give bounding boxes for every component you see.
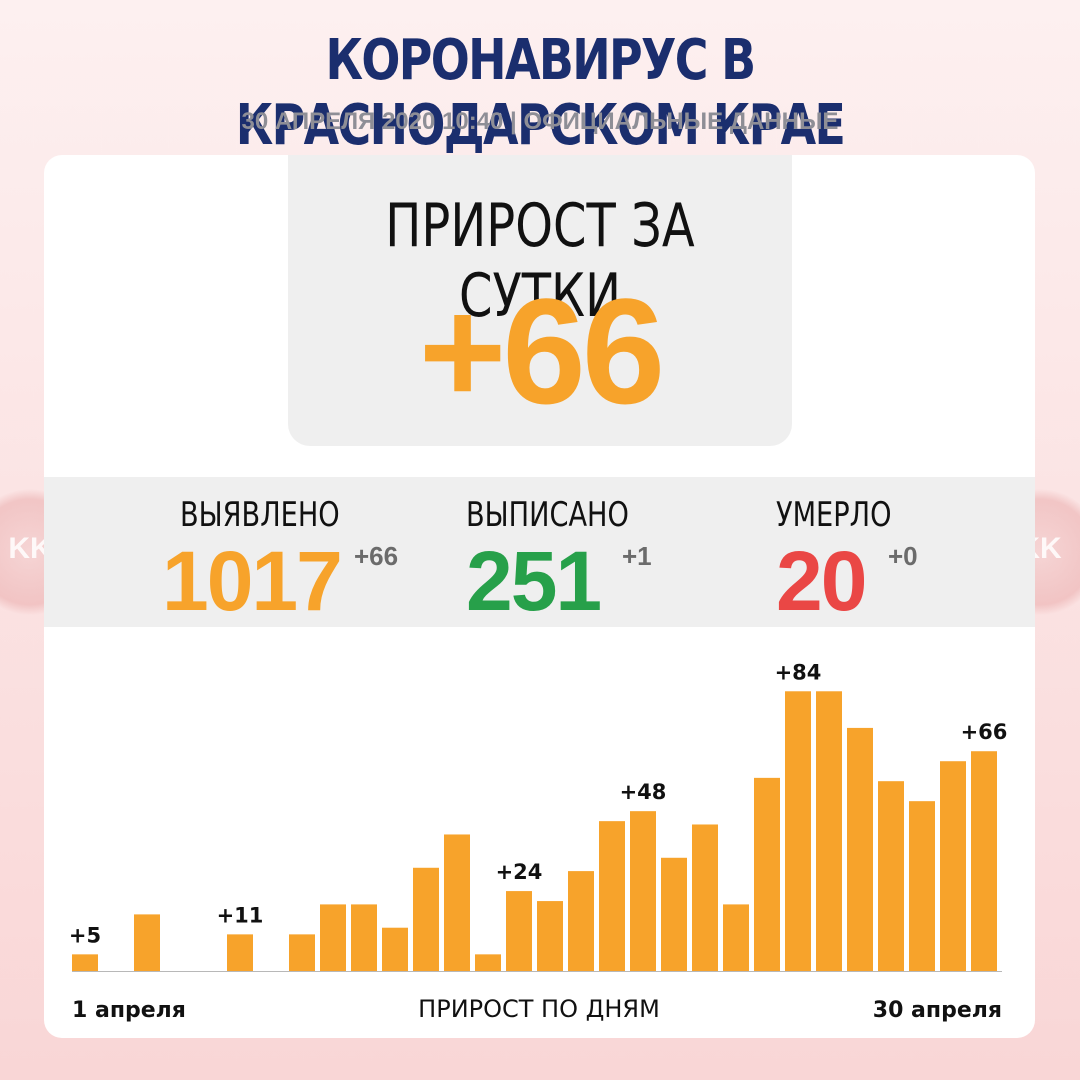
chart-bar [723, 904, 749, 971]
chart-bar [568, 871, 594, 971]
chart-bar [134, 914, 160, 971]
chart-bar-label: +84 [775, 660, 822, 684]
stat-confirmed: ВЫЯВЛЕНО 1017 +66 [162, 477, 442, 628]
chart-bar [382, 927, 408, 971]
chart-bar [289, 934, 315, 971]
stat-confirmed-value: 1017 [162, 534, 343, 628]
x-axis-title: ПРИРОСТ ПО ДНЯМ [418, 995, 660, 1023]
chart-bar [413, 867, 439, 971]
chart-bar [72, 954, 98, 971]
stats-card: ПРИРОСТ ЗА СУТКИ +66 ВЫЯВЛЕНО 1017 +66 В… [44, 155, 1035, 1038]
daily-increase-label: ПРИРОСТ ЗА СУТКИ [385, 191, 695, 331]
chart-bar [909, 801, 935, 971]
chart-bar [754, 777, 780, 971]
page-title: КОРОНАВИРУС В КРАСНОДАРСКОМ КРАЕ [235, 28, 846, 158]
stat-recovered-label: ВЫПИСАНО [466, 495, 629, 535]
stat-recovered-value: 251 [466, 534, 602, 628]
x-axis-end-label: 30 апреля [873, 998, 1002, 1023]
chart-bar [351, 904, 377, 971]
stat-confirmed-delta: +66 [354, 541, 399, 571]
page-subtitle: 30 АПРЕЛЯ 2020 10:40 | ОФИЦИАЛЬНЫЕ ДАННЫ… [241, 108, 839, 135]
chart-bar-label: +5 [69, 923, 101, 947]
chart-bar [661, 857, 687, 971]
stat-deaths-delta: +0 [888, 541, 918, 571]
chart-bar-label: +11 [217, 903, 264, 927]
stat-deaths: УМЕРЛО 20 +0 [776, 477, 976, 628]
stat-recovered-delta: +1 [622, 541, 652, 571]
stat-recovered: ВЫПИСАНО 251 +1 [466, 477, 706, 628]
chart-bar [847, 727, 873, 971]
stat-deaths-label: УМЕРЛО [776, 495, 892, 535]
chart-bar [475, 954, 501, 971]
chart-bar-label: +24 [496, 860, 543, 884]
chart-bar [971, 751, 997, 971]
stat-confirmed-label: ВЫЯВЛЕНО [180, 495, 340, 535]
chart-bar [599, 821, 625, 971]
chart-bar-label: +66 [961, 720, 1008, 744]
chart-bar [785, 691, 811, 971]
chart-bar [320, 904, 346, 971]
chart-bar-label: +48 [620, 780, 667, 804]
daily-increase-panel: ПРИРОСТ ЗА СУТКИ +66 [288, 155, 792, 446]
chart-bar [537, 901, 563, 971]
chart-bar [816, 691, 842, 971]
chart-bar [444, 834, 470, 971]
daily-increase-value: +66 [418, 267, 665, 435]
x-axis-start-label: 1 апреля [72, 998, 186, 1023]
chart-bar [630, 811, 656, 971]
stat-deaths-value: 20 [776, 534, 867, 628]
chart-bar [227, 934, 253, 971]
chart-bar [878, 781, 904, 971]
daily-increase-chart: +5 +11 +24 +48 +84 +66 1 апреля ПРИРОСТ ПО ДНЯМ… [69, 660, 1008, 1023]
totals-band: ВЫЯВЛЕНО 1017 +66 ВЫПИСАНО 251 +1 УМЕРЛО… [44, 477, 1035, 628]
chart-bar [506, 891, 532, 971]
chart-bar [940, 761, 966, 971]
chart-bar [692, 824, 718, 971]
